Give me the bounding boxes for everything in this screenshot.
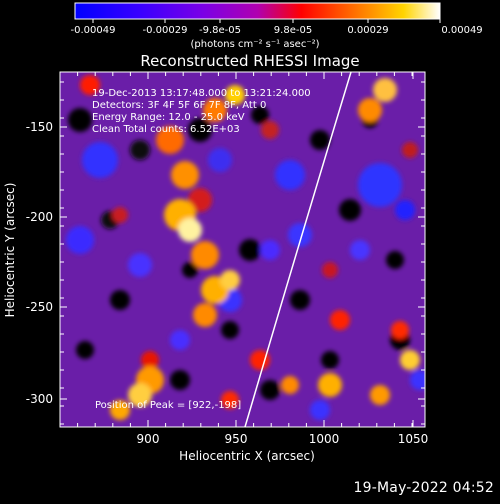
info-line: Detectors: 3F 4F 5F 6F 7F 8F, Att 0 [92, 100, 266, 111]
y-tick-label: -250 [26, 300, 53, 314]
colorbar-tick-label: -9.8e-05 [199, 25, 241, 36]
peak-position-label: Position of Peak = [922,-198] [95, 400, 241, 411]
x-tick-label: 950 [225, 432, 248, 446]
y-axis: -150 -200 -250 -300 Heliocentric Y (arcs… [3, 120, 53, 406]
solar-limb [244, 72, 352, 427]
colorbar-tick-label: 9.8e-05 [274, 25, 312, 36]
y-tick-label: -150 [26, 120, 53, 134]
info-overlay: 19-Dec-2013 13:17:48.000 to 13:21:24.000… [92, 88, 311, 411]
colorbar-tick-label: 0.00029 [347, 25, 388, 36]
plot-title: Reconstructed RHESSI Image [140, 52, 359, 70]
info-line: 19-Dec-2013 13:17:48.000 to 13:21:24.000 [92, 88, 311, 99]
colorbar: -0.00049 -0.00029 -9.8e-05 9.8e-05 0.000… [71, 2, 483, 50]
rhessi-image [60, 72, 425, 427]
info-line: Energy Range: 12.0 - 25.0 keV [92, 112, 245, 123]
plot-frame [59, 71, 426, 428]
colorbar-ticks [92, 19, 441, 23]
timestamp-footer: 19-May-2022 04:52 [353, 480, 494, 496]
x-axis-label: Heliocentric X (arcsec) [179, 449, 315, 463]
colorbar-tick-label: -0.00029 [143, 25, 188, 36]
y-tick-label: -200 [26, 210, 53, 224]
y-axis-label: Heliocentric Y (arcsec) [3, 183, 17, 318]
colorbar-tick-label: 0.00049 [441, 25, 482, 36]
x-tick-label: 1050 [398, 432, 429, 446]
x-tick-label: 900 [137, 432, 160, 446]
y-tick-label: -300 [26, 392, 53, 406]
x-tick-label: 1000 [309, 432, 340, 446]
x-axis: 900 950 1000 1050 Heliocentric X (arcsec… [137, 432, 429, 463]
axis-ticks [59, 72, 425, 427]
colorbar-units: (photons cm⁻² s⁻¹ asec⁻²) [190, 39, 319, 50]
colorbar-tick-label: -0.00049 [71, 25, 116, 36]
info-line: Clean Total counts: 6.52E+03 [92, 124, 240, 135]
colorbar-gradient [74, 2, 441, 20]
